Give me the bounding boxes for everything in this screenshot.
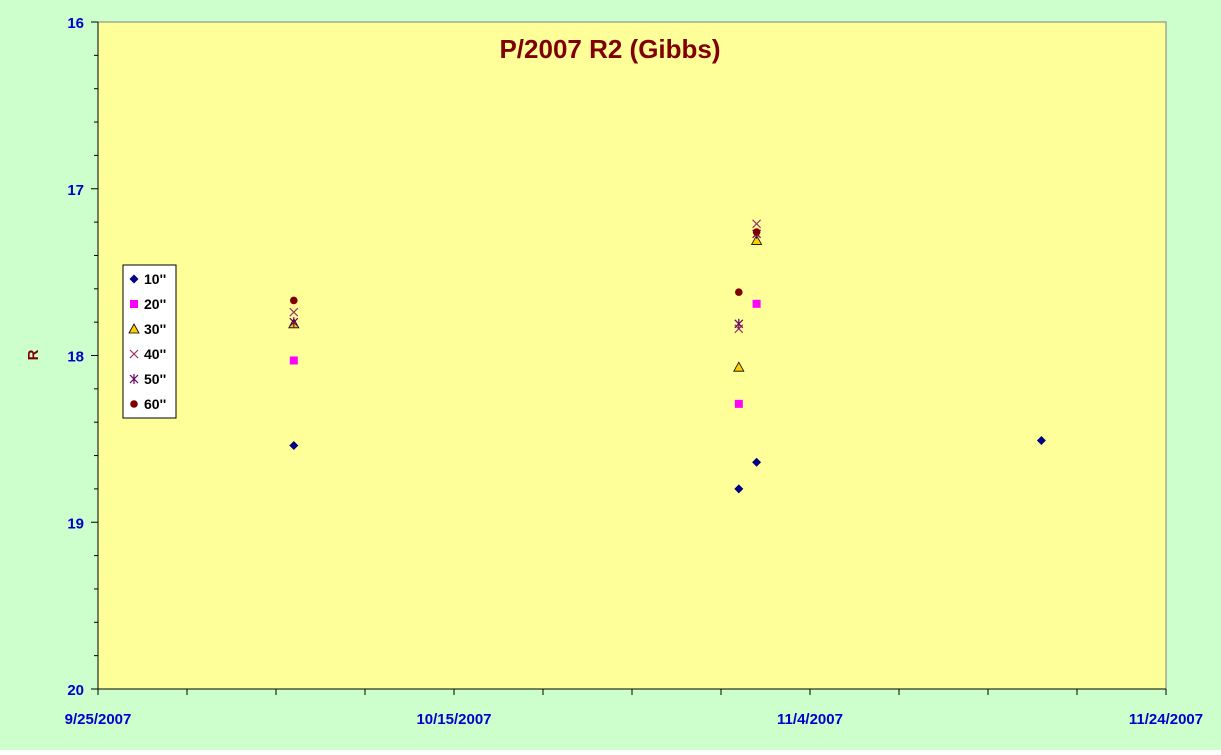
data-point (735, 288, 743, 296)
data-point (734, 484, 744, 494)
legend: 10'' 20'' 30'' 40'' 50'' 60'' (122, 264, 177, 419)
data-point (750, 234, 763, 245)
y-tick-label: 17 (67, 182, 84, 199)
legend-marker (128, 323, 140, 334)
y-tick-label: 16 (67, 15, 84, 32)
legend-label: 60'' (144, 396, 166, 412)
legend-label: 40'' (144, 346, 166, 362)
y-axis: 16 17 18 19 20 (67, 15, 99, 699)
data-point (733, 361, 745, 372)
legend-marker (129, 374, 139, 384)
data-point (752, 228, 761, 236)
chart-title: P/2007 R2 (Gibbs) (499, 34, 720, 64)
data-point (734, 399, 743, 408)
data-point (289, 307, 299, 317)
legend-marker (129, 274, 139, 284)
data-point (1036, 436, 1046, 446)
x-tick-label: 11/4/2007 (777, 711, 843, 728)
data-point (752, 299, 761, 308)
x-tick-label: 9/25/2007 (65, 711, 132, 728)
data-point (734, 318, 744, 329)
data-point (289, 317, 299, 328)
data-point (289, 441, 299, 451)
data-point (290, 296, 298, 305)
x-tick-label: 11/24/2007 (1129, 711, 1203, 728)
y-axis-label: R (25, 349, 42, 360)
data-point (289, 356, 298, 365)
data-point (752, 457, 762, 467)
legend-marker (129, 349, 139, 359)
y-tick-label: 18 (67, 349, 84, 366)
plot-area (97, 21, 1167, 690)
x-tick-label: 10/15/2007 (416, 711, 491, 728)
x-axis: 9/25/2007 10/15/2007 11/4/2007 11/24/2007 (65, 688, 1203, 728)
legend-label: 50'' (144, 371, 166, 387)
data-point (752, 219, 762, 229)
y-tick-label: 19 (67, 515, 84, 532)
legend-label: 30'' (144, 321, 166, 337)
legend-marker (130, 400, 138, 408)
legend-marker (130, 300, 138, 308)
legend-box (122, 264, 177, 419)
data-points (288, 219, 1046, 494)
y-tick-label: 20 (67, 682, 84, 699)
legend-label: 10'' (144, 271, 166, 287)
legend-label: 20'' (144, 296, 166, 312)
